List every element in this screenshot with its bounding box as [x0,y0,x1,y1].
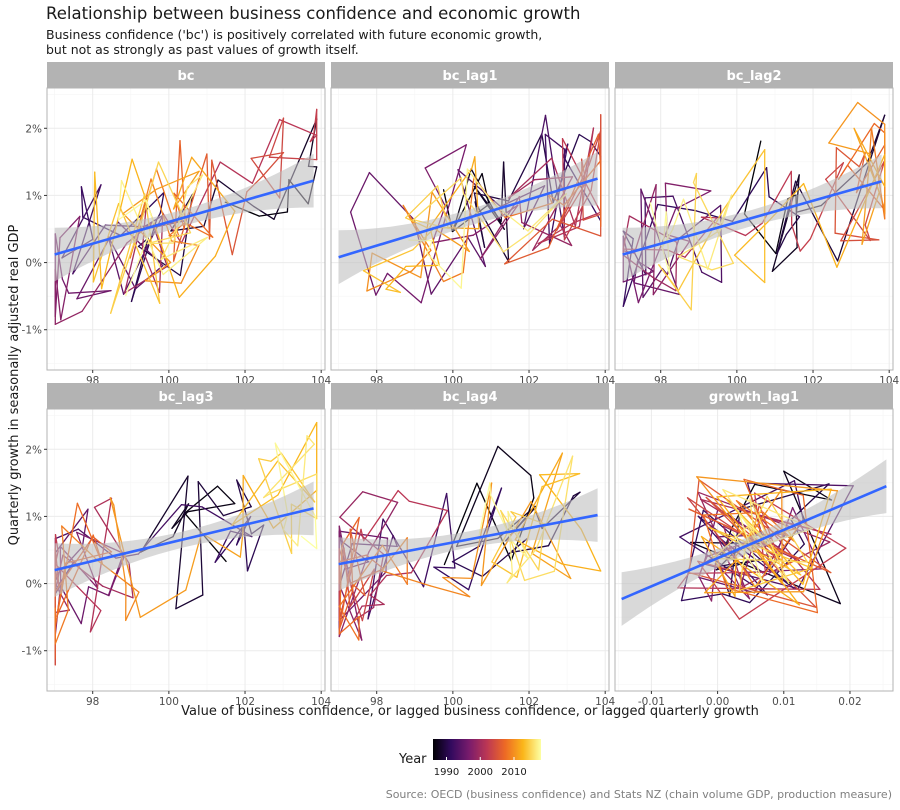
x-tick-label: 102 [519,696,539,708]
x-tick-label: 0.01 [772,696,795,708]
x-axis-label: Value of business confidence, or lagged … [181,704,759,719]
y-tick-label: -1% [22,325,42,337]
y-tick-label: -1% [22,646,42,658]
y-axis-label: Quarterly growth in seasonally adjusted … [7,224,22,545]
chart-title: Relationship between business confidence… [46,4,580,23]
facet-strip [331,383,609,409]
facet-strip-label: bc_lag4 [442,390,497,405]
trend-line [54,507,314,572]
x-tick-label: 100 [159,696,179,708]
x-tick-label: -0.01 [638,696,665,708]
facet-strip [615,383,893,409]
legend-tick-label: 2010 [501,767,526,778]
panel-border [330,408,610,692]
legend: Year 1990 2000 2010 [398,739,541,778]
facet-strip [615,62,893,88]
trend-line [54,179,314,256]
y-tick-label: 2% [25,444,42,456]
trend-line [338,513,598,566]
panel-border [46,87,326,371]
facet-strip-label: bc_lag3 [158,390,213,405]
facet-panel-bc_lag4: bc_lag4 98 100 102 104 [330,383,616,708]
x-tick-label: 104 [595,696,615,708]
facet-strip-label: growth_lag1 [709,390,799,405]
y-tick-label: 0% [25,579,42,591]
chart-subtitle-line2: but not as strongly as past values of gr… [46,42,359,57]
x-tick-label: 102 [235,696,255,708]
y-tick-label: 1% [25,511,42,523]
legend-tick-label: 1990 [434,767,459,778]
chart-subtitle-line1: Business confidence ('bc') is positively… [46,27,542,42]
trend-line [338,177,598,259]
trend-line [621,485,887,601]
facet-strip [47,383,325,409]
panel-border [46,408,326,692]
legend-tick-label: 2000 [468,767,493,778]
facet-panel-growth_lag1: growth_lag1 -0.01 0.00 0.01 0.02 [614,383,894,708]
x-tick-label: 104 [311,696,331,708]
y-tick-label: 0% [25,258,42,270]
panel-border [614,87,894,371]
facet-strip [47,62,325,88]
x-tick-label: 0.02 [838,696,861,708]
y-tick-label: 1% [25,190,42,202]
panel-border [330,87,610,371]
facet-strip-label: bc_lag1 [442,69,497,84]
x-tick-label: 0.00 [706,696,729,708]
facet-strip-label: bc_lag2 [726,69,781,84]
x-tick-label: 98 [370,696,383,708]
trend-line [622,180,882,256]
facet-strip [331,62,609,88]
panel-border [614,408,894,692]
source-caption: Source: OECD (business confidence) and S… [386,788,892,801]
legend-colorbar [433,739,541,760]
x-tick-label: 100 [443,696,463,708]
facet-panel-bc_lag3: bc_lag3 98 100 102 104 -1% 0% 1% 2% [22,383,332,708]
y-tick-label: 2% [25,123,42,135]
facet-strip-label: bc [177,69,194,84]
legend-title: Year [398,752,427,767]
x-tick-label: 98 [86,696,99,708]
